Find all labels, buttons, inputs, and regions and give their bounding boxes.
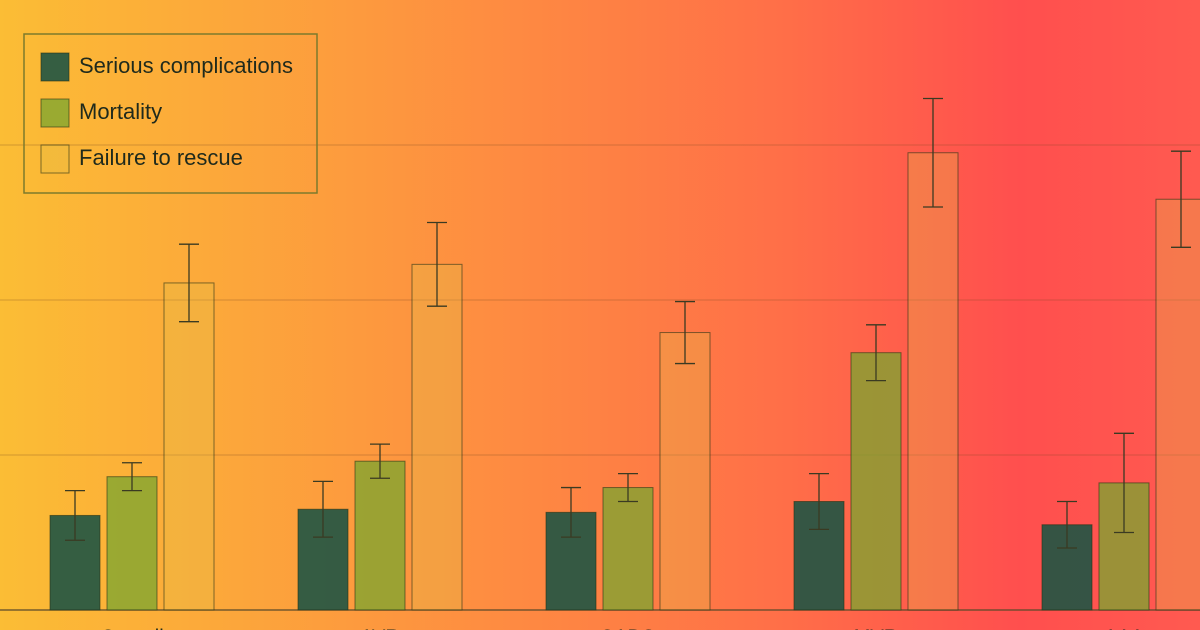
bar xyxy=(659,332,711,611)
error-bar xyxy=(370,443,390,479)
error-bar xyxy=(866,324,886,382)
error-bar xyxy=(122,462,142,492)
bar xyxy=(163,282,215,611)
legend-swatch xyxy=(40,144,70,174)
legend-swatch xyxy=(40,52,70,82)
legend-label: Serious complications xyxy=(79,53,293,78)
legend: Serious complications Mortality Failure to… xyxy=(23,33,318,194)
legend-label: Failure to rescue xyxy=(79,145,243,170)
bar xyxy=(602,487,654,611)
error-bar xyxy=(1057,500,1077,549)
error-bar xyxy=(809,472,829,531)
bar xyxy=(411,263,463,611)
error-bar xyxy=(65,490,85,541)
bar xyxy=(354,460,406,611)
error-bar xyxy=(675,300,695,365)
error-bar xyxy=(1114,432,1134,534)
x-tick-label: AAA xyxy=(1104,626,1145,630)
bar xyxy=(106,476,158,611)
bar xyxy=(907,152,959,611)
x-tick-label: CABG xyxy=(600,626,657,630)
legend-swatch xyxy=(40,98,70,128)
x-tick-label: Overall xyxy=(100,626,163,630)
error-bar xyxy=(561,486,581,538)
error-bar xyxy=(618,472,638,503)
legend-box xyxy=(23,33,318,194)
bar xyxy=(850,352,902,611)
error-bar xyxy=(179,243,199,323)
error-bar xyxy=(313,480,333,538)
bar xyxy=(1155,198,1200,611)
x-tick-label: MVR xyxy=(854,626,898,630)
error-bar xyxy=(427,221,447,307)
legend-label: Mortality xyxy=(79,99,162,124)
error-bar xyxy=(923,97,943,208)
x-tick-label: AVR xyxy=(360,626,400,630)
error-bar xyxy=(1171,150,1191,248)
